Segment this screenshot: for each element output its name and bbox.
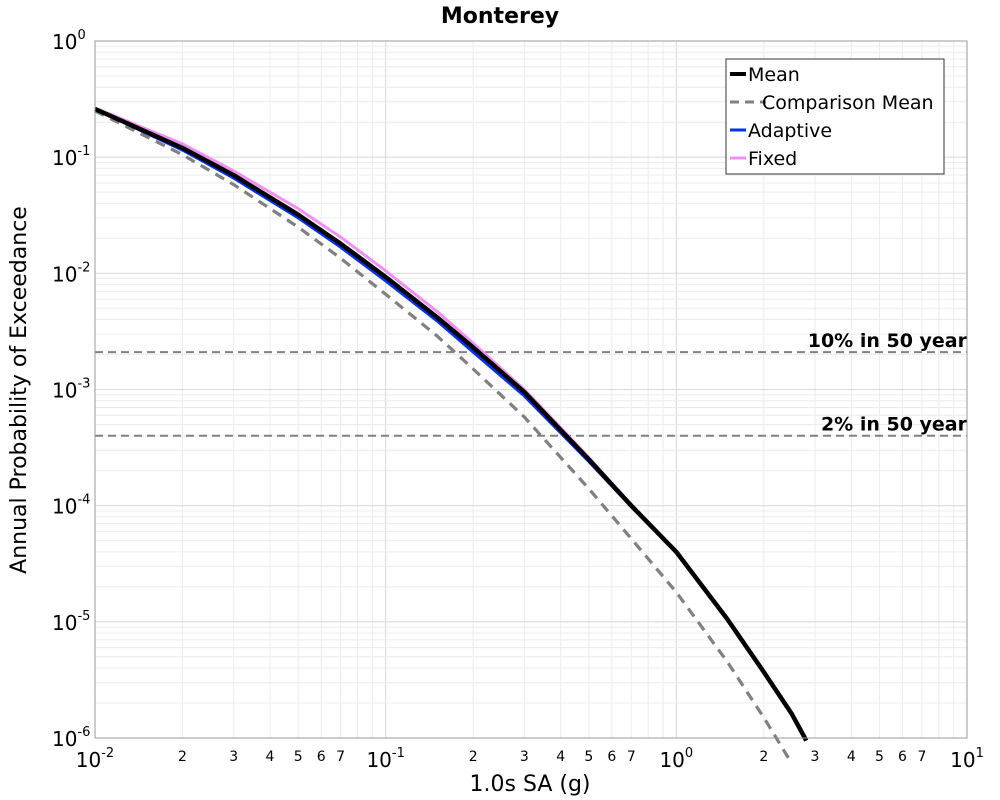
x-minor-tick-label: 2 (469, 749, 478, 765)
series-lines (94, 106, 809, 765)
x-minor-tick-label: 2 (178, 749, 187, 765)
reference-lines: 10% in 50 year 2% in 50 year (95, 330, 968, 437)
y-major-tick-label: 10-4 (52, 493, 90, 519)
x-minor-tick-label: 5 (584, 749, 593, 765)
x-major-tick-label: 101 (950, 746, 984, 772)
chart-title: Monterey (441, 4, 559, 29)
x-axis-label: 1.0s SA (g) (470, 772, 591, 797)
x-minor-tick-label: 4 (266, 749, 275, 765)
x-minor-tick-label: 6 (607, 749, 616, 765)
y-major-tick-label: 10-1 (52, 144, 90, 170)
legend-label-comparison-mean: Comparison Mean (762, 92, 934, 114)
legend-label-mean: Mean (748, 64, 800, 86)
grid-lines (94, 41, 967, 739)
x-minor-tick-label: 5 (294, 749, 303, 765)
reference-line-label: 2% in 50 year (821, 414, 968, 436)
series-line-mean (94, 106, 809, 742)
y-major-tick-label: 100 (52, 28, 86, 54)
x-minor-tick-label: 5 (875, 749, 884, 765)
x-minor-tick-label: 4 (847, 749, 856, 765)
y-major-tick-label: 10-6 (52, 725, 90, 751)
y-tick-labels: 100 10-1 10-2 10-3 10-4 10-5 10-6 (52, 28, 90, 751)
series-line-comparison-mean (94, 109, 794, 765)
y-major-tick-label: 10-2 (52, 260, 90, 286)
reference-line-label: 10% in 50 year (808, 330, 968, 352)
x-major-tick-label: 10-2 (76, 746, 114, 772)
x-major-tick-label: 10-1 (366, 746, 404, 772)
x-minor-tick-label: 3 (811, 749, 820, 765)
x-minor-tick-label: 7 (336, 749, 345, 765)
plot-frame (94, 40, 968, 739)
x-minor-tick-label: 6 (898, 749, 907, 765)
x-minor-tick-label: 7 (627, 749, 636, 765)
legend-label-adaptive: Adaptive (748, 120, 832, 142)
y-axis-label: Annual Probability of Exceedance (7, 206, 32, 574)
legend-label-fixed: Fixed (748, 148, 797, 170)
x-minor-tick-label: 7 (918, 749, 927, 765)
legend-box (725, 58, 945, 175)
legend: Mean Comparison Mean Adaptive Fixed (725, 58, 945, 175)
y-major-tick-label: 10-5 (52, 609, 90, 635)
x-minor-tick-label: 2 (759, 749, 768, 765)
x-minor-tick-label: 4 (556, 749, 565, 765)
x-minor-tick-label: 6 (317, 749, 326, 765)
x-major-tick-label: 100 (659, 746, 693, 772)
x-minor-tick-label: 3 (520, 749, 529, 765)
y-major-tick-label: 10-3 (52, 377, 90, 403)
x-minor-tick-label: 3 (229, 749, 238, 765)
